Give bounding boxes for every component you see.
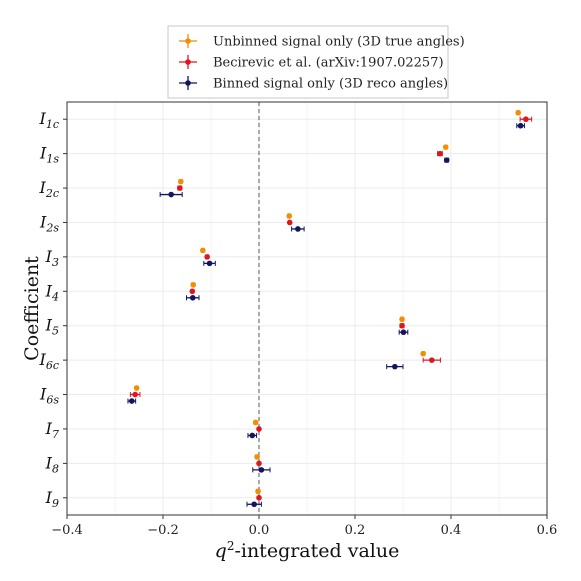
data-point bbox=[252, 419, 259, 426]
data-point bbox=[255, 488, 261, 495]
data-point bbox=[177, 185, 183, 191]
y-tick-label: I9 bbox=[45, 488, 59, 510]
data-point bbox=[132, 391, 138, 398]
data-point bbox=[206, 260, 213, 267]
legend-item-2: Becirevic et al. (arXiv:1907.02257) bbox=[179, 55, 444, 71]
data-point bbox=[200, 247, 206, 254]
y-tick-label: I1s bbox=[39, 144, 59, 166]
y-axis-category-labels: I1c I1s I2c I2s I3 I4 I5 I6c I6s I7 I8 I9 bbox=[39, 109, 67, 510]
data-point bbox=[256, 460, 262, 467]
data-point bbox=[399, 316, 405, 323]
data-point bbox=[258, 467, 265, 473]
data-point bbox=[295, 226, 301, 232]
legend-box bbox=[167, 25, 449, 99]
y-tick-label: I6c bbox=[39, 350, 60, 372]
legend-label: Unbinned signal only (3D true angles) bbox=[213, 35, 465, 50]
data-point bbox=[442, 144, 449, 150]
y-tick-label: I6s bbox=[39, 385, 59, 407]
grid-lines bbox=[66, 102, 548, 515]
data-point bbox=[399, 322, 405, 329]
y-tick-label: I3 bbox=[45, 247, 59, 269]
data-point bbox=[400, 329, 407, 336]
legend-item-1: Unbinned signal only (3D true angles) bbox=[179, 34, 465, 50]
data-point bbox=[429, 357, 435, 363]
x-axis-ticks: −0.4 −0.2 0.0 0.2 0.4 0.6 bbox=[51, 515, 557, 538]
series-1 bbox=[133, 109, 521, 495]
data-point bbox=[204, 254, 210, 260]
series-2 bbox=[129, 116, 533, 501]
data-point bbox=[523, 116, 529, 123]
legend: Unbinned signal only (3D true angles) Bec… bbox=[167, 25, 465, 99]
data-point bbox=[251, 501, 257, 508]
y-tick-label: I4 bbox=[45, 281, 59, 303]
series-3 bbox=[127, 122, 525, 508]
data-point bbox=[256, 494, 262, 501]
data-marks bbox=[127, 109, 533, 508]
data-point bbox=[189, 294, 196, 301]
data-point bbox=[190, 281, 197, 288]
legend-label: Becirevic et al. (arXiv:1907.02257) bbox=[213, 56, 444, 71]
data-point bbox=[189, 288, 196, 295]
x-tick-label: 0.0 bbox=[249, 523, 270, 538]
y-tick-label: I5 bbox=[45, 316, 59, 338]
data-point bbox=[133, 385, 140, 391]
y-axis-title: Coefficient bbox=[21, 256, 43, 361]
data-point bbox=[286, 219, 293, 226]
data-point bbox=[249, 432, 256, 439]
data-point bbox=[254, 454, 260, 460]
data-point bbox=[437, 150, 443, 157]
plot-frame bbox=[66, 101, 548, 516]
legend-label: Binned signal only (3D reco angles) bbox=[213, 77, 448, 92]
legend-key-point bbox=[185, 38, 191, 44]
y-tick-label: I7 bbox=[45, 419, 59, 441]
legend-key-point bbox=[185, 59, 191, 65]
data-point bbox=[168, 191, 174, 198]
y-tick-label: I1c bbox=[39, 109, 60, 131]
data-point bbox=[286, 213, 293, 219]
x-tick-label: 0.4 bbox=[441, 523, 462, 538]
x-axis-title: q2-integrated value bbox=[215, 539, 400, 562]
x-tick-label: −0.2 bbox=[147, 523, 179, 538]
x-tick-label: 0.6 bbox=[537, 523, 558, 538]
legend-item-3: Binned signal only (3D reco angles) bbox=[179, 76, 448, 92]
data-point bbox=[392, 363, 398, 370]
data-point bbox=[420, 350, 426, 357]
data-point bbox=[517, 122, 524, 129]
data-point bbox=[515, 109, 521, 116]
y-tick-label: I2c bbox=[39, 178, 60, 200]
x-tick-label: 0.2 bbox=[345, 523, 366, 538]
y-tick-label: I2s bbox=[39, 212, 59, 234]
data-point bbox=[256, 426, 262, 432]
legend-key-point bbox=[185, 80, 191, 86]
x-tick-label: −0.4 bbox=[51, 523, 83, 538]
y-tick-label: I8 bbox=[45, 453, 59, 475]
data-point bbox=[129, 398, 135, 404]
data-point bbox=[443, 157, 450, 163]
data-point bbox=[177, 178, 184, 185]
